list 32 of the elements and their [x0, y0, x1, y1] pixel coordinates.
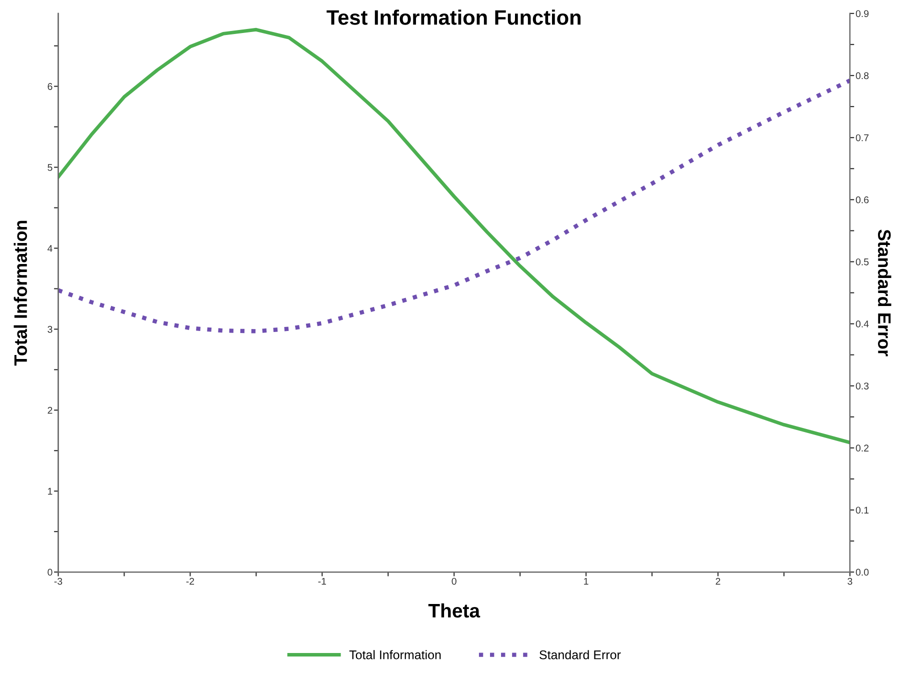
x-tick-label: -1 [318, 578, 326, 585]
line-series [58, 28, 850, 444]
y-tick-label: 4 [48, 245, 52, 252]
y2-axis-title: Standard Error [878, 230, 892, 356]
chart-title: Test Information Function [326, 10, 581, 25]
y2-tick-label: 0.9 [856, 10, 869, 18]
legend-label: Standard Error [540, 650, 621, 660]
y2-tick-label: 0.7 [856, 134, 869, 142]
y-tick-label: 1 [48, 488, 52, 495]
y2-tick-label: 0.4 [856, 320, 869, 328]
y2-tick-label: 0.5 [856, 258, 869, 266]
legend-label: Total Information [349, 650, 441, 660]
y-axis-title: Total Information [14, 220, 28, 366]
line-series [58, 78, 850, 334]
y-tick-label: 5 [48, 164, 52, 171]
y2-tick-label: 0.2 [856, 444, 869, 452]
x-tick-label: 2 [716, 578, 720, 585]
y2-tick-label: 0.3 [856, 382, 869, 390]
x-axis-title: Theta [428, 603, 480, 618]
x-tick-label: -2 [186, 578, 194, 585]
x-tick-label: 1 [584, 578, 588, 585]
y-tick-label: 3 [48, 326, 52, 333]
y2-tick-label: 0.6 [856, 196, 869, 204]
x-tick-label: 3 [848, 578, 852, 585]
y-tick-label: 6 [48, 83, 52, 90]
x-tick-label: -3 [54, 578, 62, 585]
y-tick-label: 0 [48, 568, 52, 576]
text: 0.0 [856, 568, 869, 576]
x-tick-label: 0 [452, 578, 456, 585]
y-tick-label: 2 [48, 406, 52, 414]
y2-tick-label: 0.8 [856, 72, 869, 80]
y2-tick-label: 0.1 [856, 506, 869, 514]
